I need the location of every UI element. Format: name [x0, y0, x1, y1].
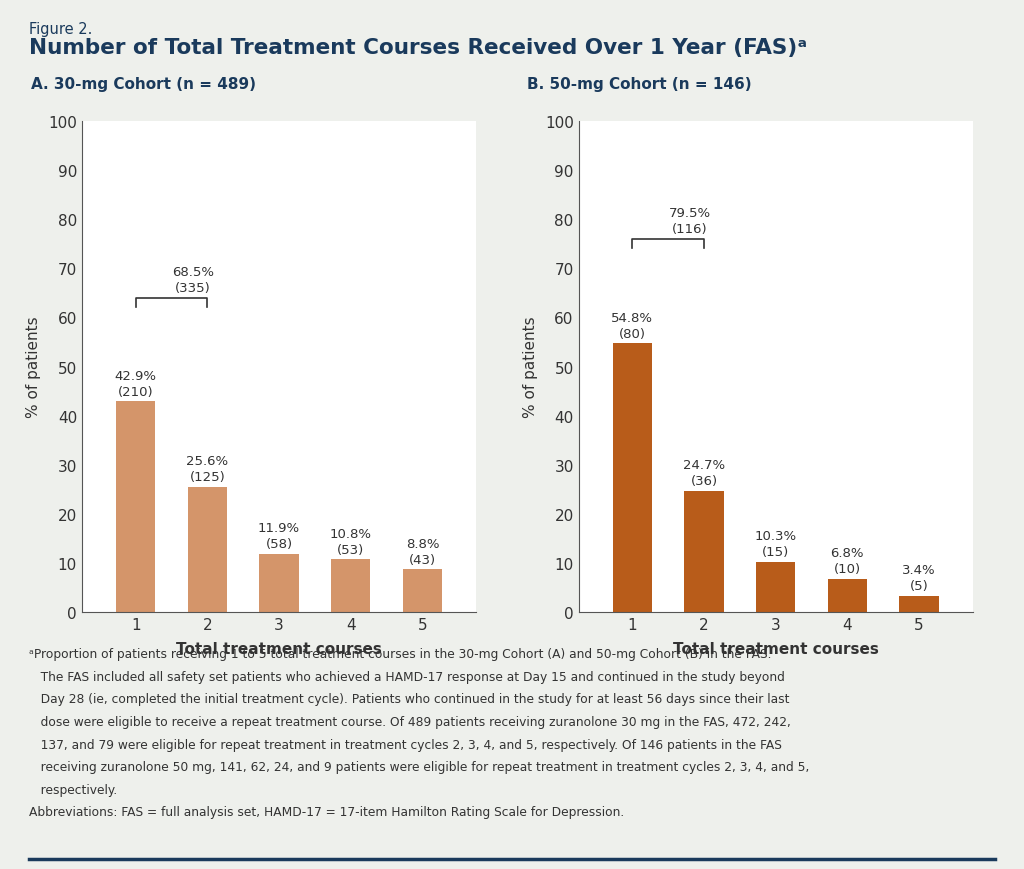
Bar — [116, 402, 156, 613]
Text: 10.3%
(15): 10.3% (15) — [755, 530, 797, 559]
Text: 24.7%
(36): 24.7% (36) — [683, 459, 725, 488]
Text: The FAS included all safety set patients who achieved a HAMD-17 response at Day : The FAS included all safety set patients… — [29, 670, 784, 683]
Y-axis label: % of patients: % of patients — [523, 316, 538, 418]
Bar — [331, 560, 371, 613]
Text: 6.8%
(10): 6.8% (10) — [830, 547, 864, 576]
Text: 42.9%
(210): 42.9% (210) — [115, 369, 157, 399]
Text: 79.5%
(116): 79.5% (116) — [669, 207, 711, 235]
Text: dose were eligible to receive a repeat treatment course. Of 489 patients receivi: dose were eligible to receive a repeat t… — [29, 715, 791, 728]
Bar — [187, 487, 227, 613]
Text: Figure 2.: Figure 2. — [29, 22, 92, 36]
Text: 3.4%
(5): 3.4% (5) — [902, 564, 936, 593]
Text: 11.9%
(58): 11.9% (58) — [258, 521, 300, 551]
Text: receiving zuranolone 50 mg, 141, 62, 24, and 9 patients were eligible for repeat: receiving zuranolone 50 mg, 141, 62, 24,… — [29, 760, 809, 773]
Bar — [756, 562, 796, 613]
Text: A. 30-mg Cohort (n = 489): A. 30-mg Cohort (n = 489) — [31, 77, 256, 92]
Text: ᵃProportion of patients receiving 1 to 5 total treatment courses in the 30-mg Co: ᵃProportion of patients receiving 1 to 5… — [29, 647, 771, 660]
Text: 137, and 79 were eligible for repeat treatment in treatment cycles 2, 3, 4, and : 137, and 79 were eligible for repeat tre… — [29, 738, 781, 751]
X-axis label: Total treatment courses: Total treatment courses — [176, 640, 382, 656]
Text: 25.6%
(125): 25.6% (125) — [186, 454, 228, 483]
Bar — [827, 580, 867, 613]
Bar — [402, 569, 442, 613]
Text: B. 50-mg Cohort (n = 146): B. 50-mg Cohort (n = 146) — [527, 77, 752, 92]
Text: Number of Total Treatment Courses Received Over 1 Year (FAS)ᵃ: Number of Total Treatment Courses Receiv… — [29, 38, 807, 58]
Bar — [899, 596, 939, 613]
Y-axis label: % of patients: % of patients — [27, 316, 41, 418]
Text: respectively.: respectively. — [29, 783, 117, 796]
Text: 68.5%
(335): 68.5% (335) — [172, 266, 214, 295]
Bar — [612, 343, 652, 613]
Bar — [684, 491, 724, 613]
Text: Day 28 (ie, completed the initial treatment cycle). Patients who continued in th: Day 28 (ie, completed the initial treatm… — [29, 693, 790, 706]
Text: 54.8%
(80): 54.8% (80) — [611, 311, 653, 340]
Text: 10.8%
(53): 10.8% (53) — [330, 527, 372, 556]
X-axis label: Total treatment courses: Total treatment courses — [673, 640, 879, 656]
Text: Abbreviations: FAS = full analysis set, HAMD-17 = 17-item Hamilton Rating Scale : Abbreviations: FAS = full analysis set, … — [29, 806, 624, 819]
Bar — [259, 554, 299, 613]
Text: 8.8%
(43): 8.8% (43) — [406, 537, 439, 566]
